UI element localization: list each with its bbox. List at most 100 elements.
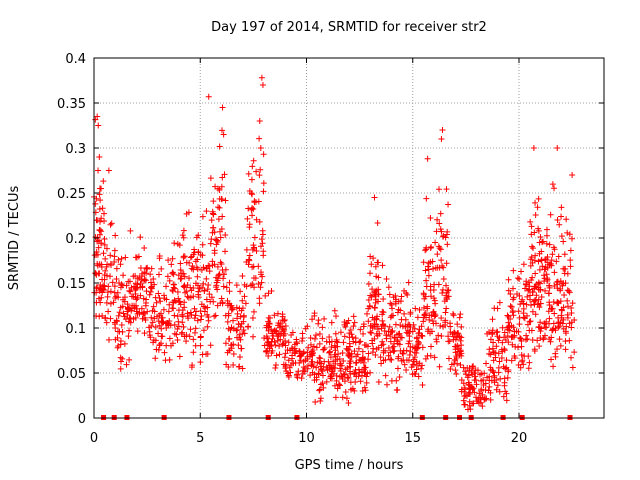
data-point (438, 136, 445, 142)
data-point (226, 335, 233, 342)
data-point (126, 287, 133, 294)
data-point (506, 327, 513, 334)
data-point (165, 257, 172, 264)
data-point (230, 351, 237, 358)
data-point (161, 349, 168, 356)
data-point (389, 344, 396, 351)
data-point (445, 333, 452, 340)
data-point (547, 211, 554, 218)
data-point (113, 276, 120, 283)
data-point (435, 186, 442, 193)
data-point (380, 309, 387, 316)
data-point (197, 316, 204, 323)
data-point (419, 382, 426, 389)
data-point (558, 307, 565, 314)
data-point (178, 330, 185, 337)
data-point (394, 386, 401, 393)
data-point (437, 322, 444, 329)
data-point (351, 348, 358, 355)
data-point (141, 276, 148, 283)
data-point (230, 361, 237, 368)
data-point (107, 221, 114, 228)
data-point (515, 308, 522, 315)
data-point (276, 351, 283, 358)
data-point (365, 280, 372, 287)
data-point (153, 299, 160, 306)
data-point (535, 258, 542, 265)
data-point (501, 329, 508, 336)
data-point (472, 367, 479, 374)
data-point (385, 352, 392, 359)
data-point (114, 334, 121, 341)
data-point (369, 314, 376, 321)
data-point (97, 218, 104, 225)
data-point (98, 240, 105, 247)
data-point (321, 315, 328, 322)
data-point (410, 358, 417, 365)
data-point (500, 393, 507, 400)
data-point (419, 333, 426, 340)
data-point (393, 377, 400, 384)
data-point (94, 217, 101, 224)
data-point (166, 277, 173, 284)
data-point (541, 332, 548, 339)
data-point (324, 365, 331, 372)
data-point (162, 357, 169, 364)
data-point (245, 261, 252, 268)
data-point (553, 258, 560, 265)
data-point (387, 356, 394, 363)
data-point (264, 334, 271, 341)
data-point (436, 363, 443, 370)
data-point (493, 343, 500, 350)
data-point (528, 277, 535, 284)
data-point (452, 367, 459, 374)
data-point (450, 336, 457, 343)
data-point (380, 321, 387, 328)
data-point (276, 342, 283, 349)
data-point (527, 256, 534, 263)
data-point (146, 324, 153, 331)
data-point (340, 339, 347, 346)
data-point (445, 293, 452, 300)
data-point (112, 232, 119, 239)
data-point (210, 298, 217, 305)
data-point (173, 331, 180, 338)
data-point (493, 386, 500, 393)
data-point (537, 334, 544, 341)
data-point (540, 272, 547, 279)
data-point (258, 243, 265, 250)
data-point (249, 315, 256, 322)
data-point (216, 204, 223, 211)
data-point (340, 370, 347, 377)
data-point (560, 265, 567, 272)
data-point (525, 365, 532, 372)
data-point (537, 280, 544, 287)
data-point (335, 381, 342, 388)
data-point (177, 260, 184, 267)
data-point (125, 278, 132, 285)
data-point (281, 354, 288, 361)
data-point (561, 291, 568, 298)
data-point (535, 296, 542, 303)
data-point (200, 280, 207, 287)
data-point (374, 220, 381, 227)
data-point (518, 343, 525, 350)
data-point (239, 330, 246, 337)
data-point (568, 310, 575, 317)
data-point (284, 346, 291, 353)
data-point (150, 303, 157, 310)
data-point (248, 190, 255, 197)
data-point (504, 312, 511, 319)
data-point (343, 395, 350, 402)
data-point (298, 375, 305, 382)
data-point (387, 333, 394, 340)
data-point (472, 394, 479, 401)
data-point (554, 145, 561, 151)
data-point (193, 264, 200, 271)
data-point (176, 299, 183, 306)
data-point (467, 391, 474, 398)
data-point (203, 265, 210, 272)
data-point (532, 270, 539, 277)
data-point (219, 213, 226, 220)
data-point (138, 305, 145, 312)
